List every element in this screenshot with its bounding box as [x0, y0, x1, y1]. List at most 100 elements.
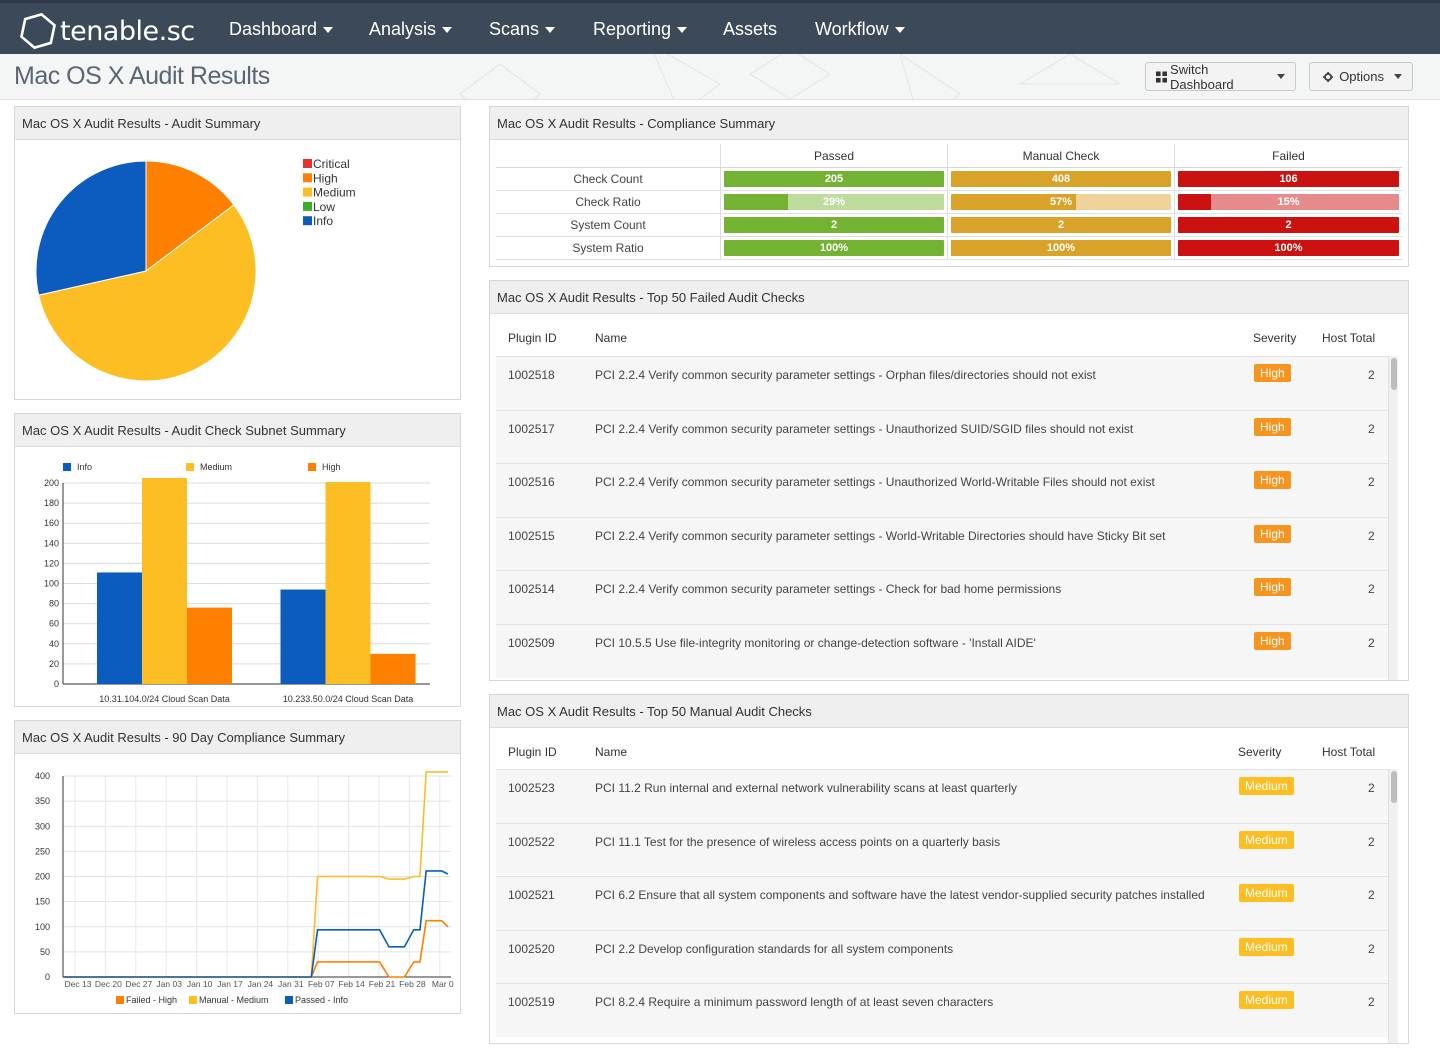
compliance-bar[interactable]: 2	[1178, 217, 1399, 233]
y-tick-label: 250	[35, 846, 50, 856]
plugin-id: 1002517	[508, 421, 555, 436]
x-tick-label: 10.31.104.0/24 Cloud Scan Data	[99, 694, 230, 704]
column-header-name[interactable]: Name	[595, 745, 628, 759]
legend-swatch	[186, 463, 194, 471]
compliance-bar[interactable]: 106	[1178, 171, 1399, 187]
scroll-thumb[interactable]	[1391, 771, 1397, 803]
check-name: PCI 6.2 Ensure that all system component…	[595, 888, 1205, 903]
nav-workflow[interactable]: Workflow	[815, 19, 905, 40]
series-line-manual-medium[interactable]	[63, 771, 448, 978]
severity-badge: Medium	[1239, 884, 1294, 903]
column-header-plugin[interactable]: Plugin ID	[508, 745, 557, 759]
x-tick-label: Feb 21	[369, 979, 396, 989]
column-header-plugin[interactable]: Plugin ID	[508, 331, 557, 345]
compliance-bar[interactable]: 57%	[951, 194, 1171, 210]
column-header-hosts[interactable]: Host Total	[1322, 745, 1376, 759]
host-total: 2	[1368, 888, 1375, 903]
compliance-bar[interactable]: 100%	[724, 240, 944, 256]
nav-analysis[interactable]: Analysis	[369, 19, 453, 40]
table-row[interactable]: 1002522 PCI 11.1 Test for the presence of…	[496, 822, 1392, 877]
column-header-severity[interactable]: Severity	[1238, 745, 1282, 759]
compliance-cell: 2	[721, 214, 948, 236]
panel-title: Mac OS X Audit Results - Audit Summary	[15, 107, 460, 140]
compliance-bar-fill	[1178, 240, 1399, 256]
nav-scans[interactable]: Scans	[489, 19, 556, 40]
compliance-bar-fill	[1178, 171, 1399, 187]
compliance-bar[interactable]: 2	[951, 217, 1171, 233]
nav-dashboard[interactable]: Dashboard	[229, 19, 334, 40]
legend-label: Passed - Info	[295, 995, 348, 1005]
table-row[interactable]: 1002523 PCI 11.2 Run internal and externa…	[496, 769, 1392, 823]
failed-table-scrollbar[interactable]	[1388, 356, 1398, 680]
compliance-bar[interactable]: 205	[724, 171, 944, 187]
switch-dashboard-button[interactable]: Switch Dashboard	[1145, 62, 1296, 92]
bar-high[interactable]	[187, 607, 232, 684]
compliance-bar-fill	[724, 171, 944, 187]
bar-info[interactable]	[97, 572, 142, 684]
caret-down-icon	[1394, 74, 1402, 79]
y-tick-label: 150	[35, 897, 50, 907]
y-tick-label: 40	[49, 639, 59, 649]
pie-slice-medium[interactable]	[38, 204, 257, 382]
column-header-name[interactable]: Name	[595, 331, 628, 345]
bar-medium[interactable]	[142, 477, 187, 684]
table-row[interactable]: 1002517 PCI 2.2.4 Verify common security …	[496, 409, 1392, 464]
legend-label: Info	[313, 214, 333, 228]
pie-slice-high[interactable]	[145, 160, 235, 273]
compliance-cell: 15%	[1175, 191, 1402, 213]
bar-medium[interactable]	[325, 481, 371, 684]
compliance-value: 15%	[1277, 196, 1300, 208]
compliance-cell: 100%	[948, 237, 1175, 259]
plugin-id: 1002514	[508, 582, 555, 597]
table-row[interactable]: 1002515 PCI 2.2.4 Verify common security …	[496, 516, 1392, 571]
nav-assets[interactable]: Assets	[723, 19, 777, 40]
manual-table-scrollbar[interactable]	[1388, 769, 1398, 1043]
table-row[interactable]: 1002509 PCI 10.5.5 Use file-integrity mon…	[496, 623, 1392, 678]
bar-info[interactable]	[280, 589, 326, 684]
x-tick-label: Dec 13	[65, 979, 92, 989]
table-row[interactable]: 1002521 PCI 6.2 Ensure that all system co…	[496, 876, 1392, 930]
grid-icon	[1156, 70, 1168, 83]
legend-swatch	[285, 996, 293, 1004]
y-tick-label: 400	[35, 771, 50, 781]
options-label: Options	[1339, 69, 1384, 84]
compliance-bar[interactable]: 29%	[724, 194, 944, 210]
legend-label: Low	[313, 200, 335, 214]
column-header-hosts[interactable]: Host Total	[1322, 331, 1376, 345]
compliance-bar[interactable]: 2	[724, 217, 944, 233]
plugin-id: 1002521	[508, 888, 555, 903]
compliance-bar[interactable]: 408	[951, 171, 1171, 187]
compliance-bar[interactable]: 100%	[1178, 240, 1399, 256]
compliance-value: 2	[830, 219, 838, 231]
legend-swatch	[63, 463, 71, 471]
legend-swatch	[303, 173, 312, 183]
nav-reporting[interactable]: Reporting	[593, 19, 688, 40]
options-button[interactable]: Options	[1309, 62, 1413, 91]
legend-label: Failed - High	[126, 995, 177, 1005]
column-header-severity[interactable]: Severity	[1253, 331, 1297, 345]
y-tick-label: 180	[44, 498, 59, 508]
brand-logo[interactable]: tenable.sc	[18, 10, 195, 52]
tenable-hexagon-icon	[20, 12, 56, 50]
series-line-passed-info[interactable]	[63, 870, 449, 978]
series-line-failed-high[interactable]	[63, 919, 449, 978]
compliance-90-panel: Mac OS X Audit Results - 90 Day Complian…	[14, 720, 461, 1014]
table-row[interactable]: 1002514 PCI 2.2.4 Verify common security …	[496, 570, 1392, 624]
compliance-cell: 29%	[721, 191, 948, 213]
failed-checks-panel: Mac OS X Audit Results - Top 50 Failed A…	[489, 280, 1409, 681]
scroll-thumb[interactable]	[1391, 358, 1397, 390]
compliance-value: 100%	[1274, 242, 1303, 254]
subnet-summary-bar-chart: 0 20 40 60 80 100 120 140 160 180 200 Info Medium Hig…	[44, 462, 430, 704]
table-row[interactable]: 1002516 PCI 2.2.4 Verify common security …	[496, 463, 1392, 517]
pie-slice-info[interactable]	[35, 160, 147, 296]
table-row[interactable]: 1002518 PCI 2.2.4 Verify common security …	[496, 356, 1392, 410]
nav-label: Assets	[723, 19, 778, 39]
compliance-value: 29%	[822, 196, 846, 208]
compliance-row: System Count 2 2 2	[496, 214, 1402, 237]
table-row[interactable]: 1002520 PCI 2.2 Develop configuration sta…	[496, 929, 1392, 984]
bar-high[interactable]	[370, 653, 416, 684]
compliance-bar[interactable]: 100%	[951, 240, 1171, 256]
compliance-bar[interactable]: 15%	[1178, 194, 1399, 210]
severity-badge: High	[1254, 578, 1291, 597]
table-row[interactable]: 1002519 PCI 8.2.4 Require a minimum passw…	[496, 983, 1392, 1037]
